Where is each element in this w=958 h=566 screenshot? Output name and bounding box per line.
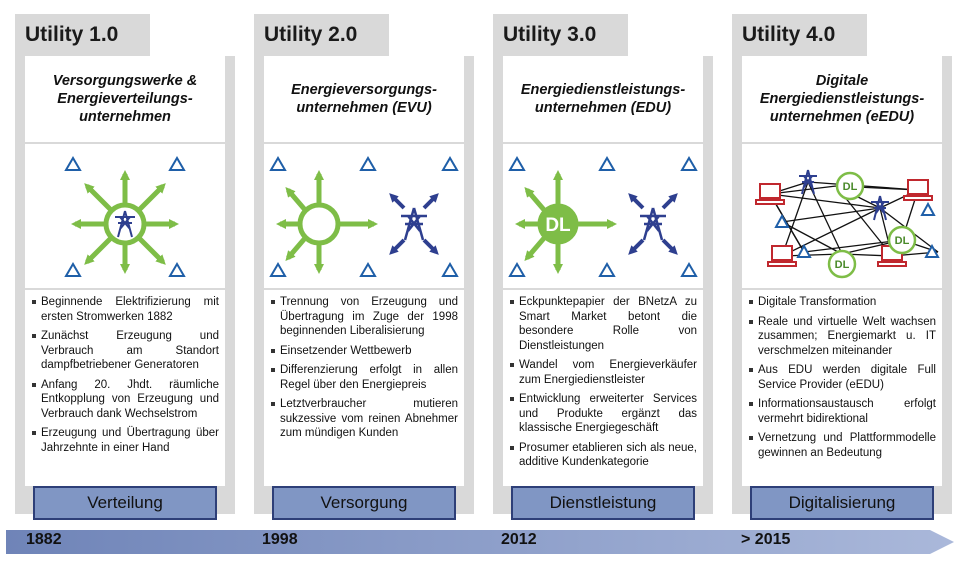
column-utility-2: Utility 2.0 Energieversorgungs- unterneh… [254,14,474,520]
phase-badge: Digitalisierung [750,486,934,520]
consumer-triangle-icons [508,156,698,277]
consumer-triangle-icons [269,156,459,277]
column-header: Utility 3.0 [493,14,628,56]
generation-arrows [276,170,378,274]
transmission-arrows [389,193,439,255]
computer-icons [755,179,933,267]
bullet-item: Beginnende Elektrifizierung mit ersten S… [31,295,219,324]
power-pylon-icon [640,207,666,241]
header-spacer [628,14,713,56]
dl-label: DL [545,215,571,236]
bullet-item: Wandel vom Energieverkäufer zum Energied… [509,358,697,387]
timeline-arrow [6,530,954,554]
bullet-list: Eckpunktepapier der BNetzA zu Smart Mark… [503,290,703,486]
timeline-year: 1998 [262,531,298,548]
bullet-item: Anfang 20. Jhdt. räumliche Entkopplung v… [31,378,219,422]
consumer-triangle-icons [774,201,940,258]
dl-circles [827,171,917,279]
column-utility-3: Utility 3.0 Energiedienstleistungs- unte… [493,14,713,520]
bullet-item: Zunächst Erzeugung und Verbrauch am Stan… [31,329,219,373]
bullet-item: Digitale Transformation [748,295,936,310]
bullet-item: Informationsaustausch erfolgt vermehrt b… [748,397,936,426]
dl-label: DL [843,181,858,193]
column-title: Energiedienstleistungs- unternehmen (EDU… [503,56,703,142]
column-title: Versorgungswerke & Energieverteilungs- u… [25,56,225,142]
bullet-item: Einsetzender Wettbewerb [270,344,458,359]
header-spacer [150,14,235,56]
header-spacer [389,14,474,56]
column-utility-4: Utility 4.0 Digitale Energiedienstleistu… [732,14,952,520]
phase-badge: Verteilung [33,486,217,520]
column-header: Utility 2.0 [254,14,389,56]
bullet-item: Entwicklung erweiterter Services und Pro… [509,392,697,436]
column-title: Digitale Energiedienstleistungs- unterne… [742,56,942,142]
bullet-list: Trennung von Erzeugung und Übertragung i… [264,290,464,486]
bullet-item: Erzeugung und Übertragung über Jahrzehnt… [31,426,219,455]
bullet-item: Prosumer etablieren sich als neue, addit… [509,441,697,470]
service-circle-icon [537,203,579,245]
utility-3-illustration: DL [503,144,703,288]
column-title: Energieversorgungs- unternehmen (EVU) [264,56,464,142]
column-utility-1: Utility 1.0 Versorgungswerke & Energieve… [15,14,235,520]
utility-2-illustration [264,144,464,288]
timeline-year: 1882 [26,531,62,548]
bullet-item: Aus EDU werden digitale Full Service Pro… [748,363,936,392]
power-pylon-icons [799,169,889,221]
utility-1-illustration [25,144,225,288]
generator-circle-icon [297,202,341,246]
bullet-item: Eckpunktepapier der BNetzA zu Smart Mark… [509,295,697,353]
bullet-item: Trennung von Erzeugung und Übertragung i… [270,295,458,339]
timeline-year: > 2015 [741,531,791,548]
dl-label: DL [895,235,910,247]
power-pylon-icon [115,210,135,238]
dl-label: DL [835,259,850,271]
bullet-list: Beginnende Elektrifizierung mit ersten S… [25,290,225,486]
timeline-year: 2012 [501,531,537,548]
distribution-arrows [71,170,179,274]
bullet-list: Digitale Transformation Reale und virtue… [742,290,942,486]
consumer-triangle-icons [64,156,186,277]
bullet-item: Differenzierung erfolgt in allen Regel ü… [270,363,458,392]
bullet-item: Letztverbraucher mutieren sukzessive vom… [270,397,458,441]
transmission-arrows [628,193,678,255]
power-pylon-icon [401,207,427,241]
phase-badge: Versorgung [272,486,456,520]
bullet-item: Reale und virtuelle Welt wachsen zusamme… [748,315,936,359]
column-header: Utility 1.0 [15,14,150,56]
bullet-item: Vernetzung und Plattformmodelle gewinnen… [748,431,936,460]
phase-badge: Dienstleistung [511,486,695,520]
header-spacer [867,14,952,56]
service-arrows [515,170,617,274]
column-header: Utility 4.0 [732,14,867,56]
utility-4-illustration: DL DL DL [742,144,942,288]
